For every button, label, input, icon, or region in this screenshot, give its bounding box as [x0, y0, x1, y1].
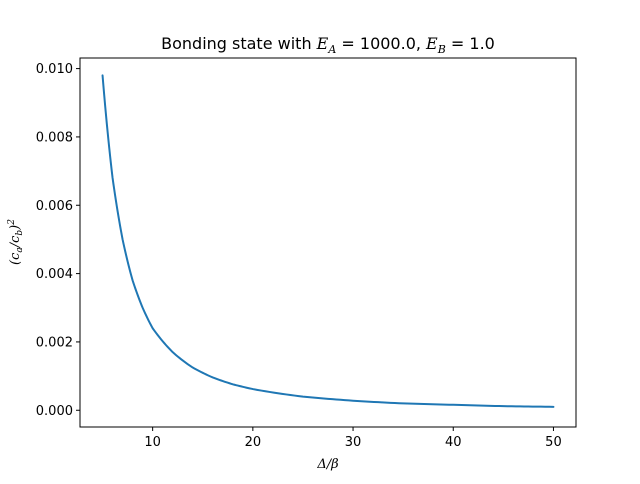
y-label-open: (c — [8, 252, 23, 265]
y-tick-label: 0.000 — [36, 404, 73, 419]
x-tick-label: 40 — [445, 435, 462, 450]
y-label-close: ) — [8, 225, 23, 231]
y-axis-label: (ca/cb)2 — [7, 219, 25, 265]
y-tick-label: 0.004 — [36, 267, 73, 282]
x-tick-label: 20 — [245, 435, 262, 450]
x-tick-label: 10 — [144, 435, 161, 450]
y-label-slash: /c — [8, 235, 23, 249]
x-tick-label: 30 — [345, 435, 362, 450]
x-axis-ticks: 10 20 30 40 50 — [144, 427, 562, 450]
y-label-sub-b: b — [15, 230, 25, 236]
chart-title: Bonding state with EA = 1000.0, EB = 1.0 — [161, 34, 495, 56]
y-axis-ticks: 0.000 0.002 0.004 0.006 0.008 0.010 — [36, 62, 80, 419]
x-tick-label: 50 — [545, 435, 562, 450]
y-tick-label: 0.002 — [36, 335, 73, 350]
title-eq2: = 1.0 — [446, 34, 495, 53]
title-ea-sub: A — [327, 43, 336, 56]
y-label-sup: 2 — [7, 219, 17, 226]
plot-frame — [79, 57, 577, 428]
title-eq1: = 1000.0, — [336, 34, 426, 53]
y-tick-label: 0.006 — [36, 199, 73, 214]
y-label-sub-a: a — [15, 247, 25, 252]
series-line — [101, 74, 555, 408]
title-eb-sub: B — [437, 43, 446, 56]
y-tick-label: 0.008 — [36, 130, 73, 145]
title-ea-symbol: E — [316, 34, 329, 53]
title-prefix: Bonding state with — [161, 34, 317, 53]
x-axis-label: Δ/β — [316, 457, 338, 472]
y-tick-label: 0.010 — [36, 62, 73, 77]
title-eb-symbol: E — [425, 34, 438, 53]
